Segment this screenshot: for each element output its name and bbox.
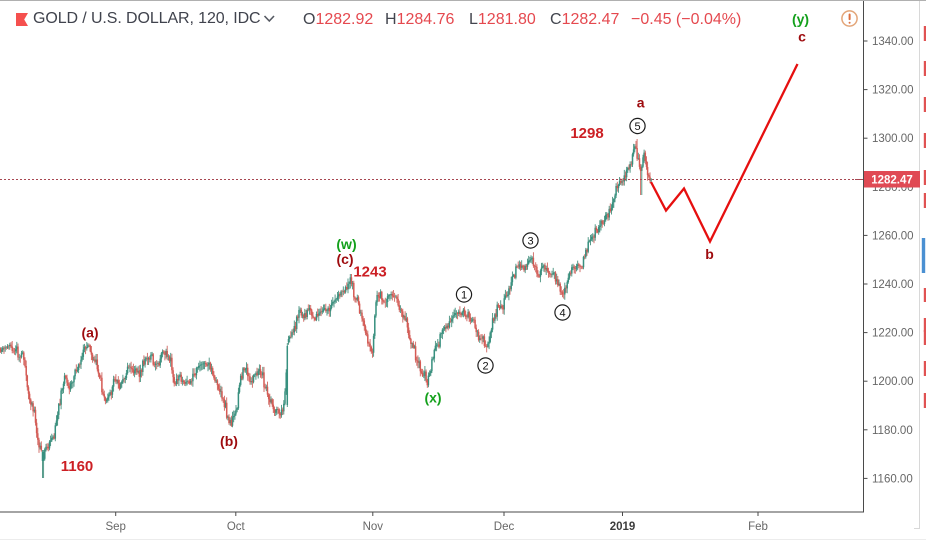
svg-text:1200.00: 1200.00 [872,376,914,388]
svg-text:1220.00: 1220.00 [872,328,914,340]
svg-text:Feb: Feb [748,521,768,533]
svg-text:(c): (c) [336,251,353,267]
svg-text:(b): (b) [220,433,238,449]
svg-text:b: b [705,246,714,262]
svg-text:a: a [637,95,645,111]
svg-text:1240.00: 1240.00 [872,279,914,291]
svg-text:Sep: Sep [105,521,125,533]
svg-text:1282.47: 1282.47 [871,175,913,187]
svg-text:1340.00: 1340.00 [872,36,914,48]
svg-text:1243: 1243 [353,264,386,281]
svg-text:(x): (x) [424,390,441,406]
svg-text:Dec: Dec [494,521,515,533]
svg-text:1: 1 [461,290,467,302]
svg-text:1180.00: 1180.00 [872,425,913,437]
svg-text:2019: 2019 [610,521,636,533]
svg-text:Oct: Oct [227,521,246,533]
svg-text:4: 4 [559,308,565,320]
svg-text:1320.00: 1320.00 [872,85,914,97]
svg-text:c: c [798,29,806,45]
svg-text:1298: 1298 [570,125,603,142]
svg-text:(w): (w) [336,236,356,252]
svg-text:1260.00: 1260.00 [872,230,914,242]
svg-text:(y): (y) [792,11,809,27]
svg-text:1300.00: 1300.00 [872,133,914,145]
svg-text:1160.00: 1160.00 [872,473,913,485]
svg-text:(a): (a) [81,325,98,341]
svg-text:5: 5 [634,121,640,133]
svg-text:1160: 1160 [61,458,94,475]
svg-text:3: 3 [527,236,533,248]
svg-text:2: 2 [482,361,488,373]
svg-text:Nov: Nov [363,521,384,533]
